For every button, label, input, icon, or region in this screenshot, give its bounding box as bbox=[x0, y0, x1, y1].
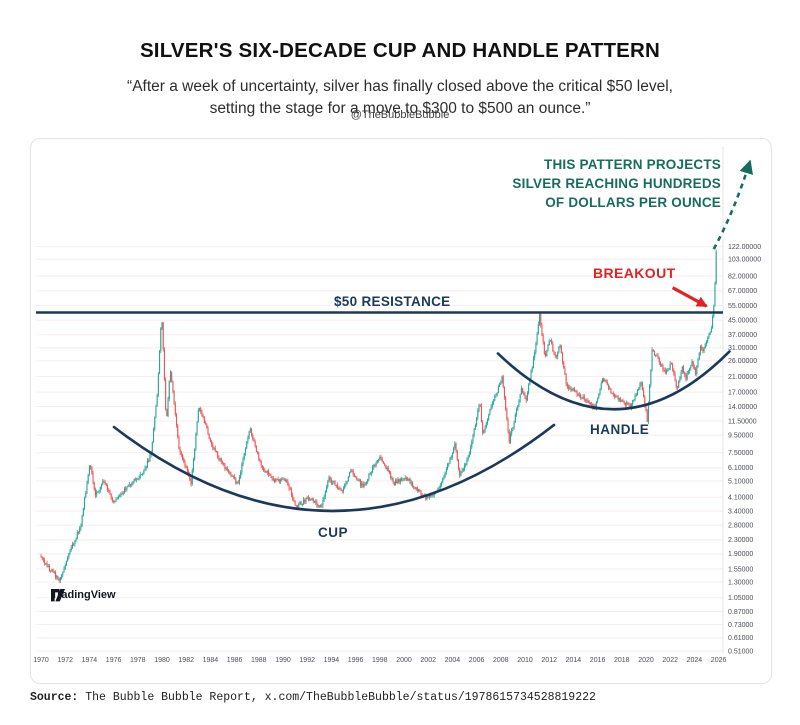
resistance-label: $50 RESISTANCE bbox=[334, 294, 451, 309]
svg-text:1988: 1988 bbox=[251, 657, 267, 664]
svg-text:0.61000: 0.61000 bbox=[728, 635, 753, 642]
quote-line-1: “After a week of uncertainty, silver has… bbox=[127, 77, 673, 95]
svg-text:14.00000: 14.00000 bbox=[728, 404, 757, 411]
breakout-arrow-icon bbox=[671, 286, 708, 308]
cup-label: CUP bbox=[318, 525, 349, 540]
svg-text:1996: 1996 bbox=[348, 657, 364, 664]
svg-text:1980: 1980 bbox=[154, 657, 170, 664]
source-line: Source: The Bubble Bubble Report, x.com/… bbox=[30, 691, 596, 704]
svg-text:2000: 2000 bbox=[396, 657, 412, 664]
svg-text:4.10000: 4.10000 bbox=[728, 494, 753, 501]
svg-text:103.00000: 103.00000 bbox=[728, 256, 761, 263]
svg-text:1986: 1986 bbox=[227, 657, 243, 664]
svg-text:2024: 2024 bbox=[687, 657, 703, 664]
svg-text:21.00000: 21.00000 bbox=[728, 374, 757, 381]
svg-text:1972: 1972 bbox=[57, 657, 73, 664]
svg-text:1.90000: 1.90000 bbox=[728, 551, 753, 558]
svg-text:55.00000: 55.00000 bbox=[728, 303, 757, 310]
svg-text:1998: 1998 bbox=[372, 657, 388, 664]
svg-text:2018: 2018 bbox=[614, 657, 630, 664]
svg-text:122.00000: 122.00000 bbox=[728, 244, 761, 251]
projection-annotation: THIS PATTERN PROJECTS SILVER REACHING HU… bbox=[512, 155, 721, 212]
svg-text:2020: 2020 bbox=[638, 657, 654, 664]
svg-text:2010: 2010 bbox=[517, 657, 533, 664]
chart-card: 122.00000 103.00000 82.00000 67.00000 55.000… bbox=[30, 138, 772, 684]
projection-line-1: THIS PATTERN PROJECTS bbox=[544, 157, 721, 172]
source-label: Source: bbox=[30, 691, 79, 704]
svg-text:2016: 2016 bbox=[590, 657, 606, 664]
svg-text:1.55000: 1.55000 bbox=[728, 566, 753, 573]
svg-text:2022: 2022 bbox=[662, 657, 678, 664]
svg-text:2014: 2014 bbox=[566, 657, 582, 664]
tradingview-logo-icon bbox=[51, 589, 65, 602]
svg-text:1984: 1984 bbox=[203, 657, 219, 664]
y-axis-labels: 122.00000 103.00000 82.00000 67.00000 55.000… bbox=[728, 244, 761, 655]
svg-text:26.00000: 26.00000 bbox=[728, 358, 757, 365]
svg-text:67.00000: 67.00000 bbox=[728, 288, 757, 295]
svg-text:2008: 2008 bbox=[493, 657, 509, 664]
candlestick-chart: 122.00000 103.00000 82.00000 67.00000 55.000… bbox=[33, 147, 761, 664]
svg-text:2002: 2002 bbox=[420, 657, 436, 664]
svg-text:0.51000: 0.51000 bbox=[728, 648, 753, 655]
svg-text:82.00000: 82.00000 bbox=[728, 273, 757, 280]
svg-text:1994: 1994 bbox=[324, 657, 340, 664]
svg-text:2006: 2006 bbox=[469, 657, 485, 664]
svg-text:1970: 1970 bbox=[33, 657, 49, 664]
x-axis-labels: 1970 1972 1974 1976 1978 1980 1982 1984 1986 1988… bbox=[33, 657, 726, 664]
source-text: The Bubble Bubble Report, x.com/TheBubbl… bbox=[78, 691, 596, 704]
svg-text:7.50000: 7.50000 bbox=[728, 450, 753, 457]
handle-label: HANDLE bbox=[590, 422, 650, 437]
projection-line-3: OF DOLLARS PER OUNCE bbox=[545, 195, 721, 210]
projection-line-2: SILVER REACHING HUNDREDS bbox=[512, 176, 721, 191]
svg-text:1.30000: 1.30000 bbox=[728, 579, 753, 586]
tradingview-label: TradingView bbox=[51, 589, 116, 601]
svg-text:0.73000: 0.73000 bbox=[728, 622, 753, 629]
svg-text:1976: 1976 bbox=[106, 657, 122, 664]
quote: “After a week of uncertainty, silver has… bbox=[0, 76, 800, 121]
svg-text:2004: 2004 bbox=[445, 657, 461, 664]
svg-text:1974: 1974 bbox=[82, 657, 98, 664]
svg-text:11.50000: 11.50000 bbox=[728, 418, 757, 425]
handle-arc bbox=[496, 350, 731, 411]
svg-text:6.10000: 6.10000 bbox=[728, 465, 753, 472]
tradingview-watermark: TradingView bbox=[51, 589, 116, 602]
svg-text:9.50000: 9.50000 bbox=[728, 432, 753, 439]
svg-text:3.40000: 3.40000 bbox=[728, 508, 753, 515]
svg-text:0.87000: 0.87000 bbox=[728, 609, 753, 616]
svg-text:2.80000: 2.80000 bbox=[728, 523, 753, 530]
page-title: SILVER'S SIX-DECADE CUP AND HANDLE PATTE… bbox=[139, 38, 661, 62]
svg-text:45.00000: 45.00000 bbox=[728, 318, 757, 325]
svg-text:1992: 1992 bbox=[299, 657, 315, 664]
svg-text:2012: 2012 bbox=[541, 657, 557, 664]
svg-text:1982: 1982 bbox=[178, 657, 194, 664]
svg-text:1978: 1978 bbox=[130, 657, 146, 664]
quote-line-2: setting the stage for a move to $300 to … bbox=[209, 100, 591, 117]
cup-arc bbox=[112, 423, 556, 513]
svg-text:1.05000: 1.05000 bbox=[728, 595, 753, 602]
svg-text:37.00000: 37.00000 bbox=[728, 332, 757, 339]
svg-text:17.00000: 17.00000 bbox=[728, 389, 757, 396]
svg-text:2.30000: 2.30000 bbox=[728, 537, 753, 544]
svg-text:1990: 1990 bbox=[275, 657, 291, 664]
svg-text:5.10000: 5.10000 bbox=[728, 478, 753, 485]
svg-text:31.00000: 31.00000 bbox=[728, 345, 757, 352]
breakout-label: BREAKOUT bbox=[593, 265, 676, 281]
svg-text:2026: 2026 bbox=[711, 657, 727, 664]
attribution-handle: @TheBubbleBubble bbox=[350, 109, 450, 121]
candlestick-series bbox=[40, 249, 717, 584]
